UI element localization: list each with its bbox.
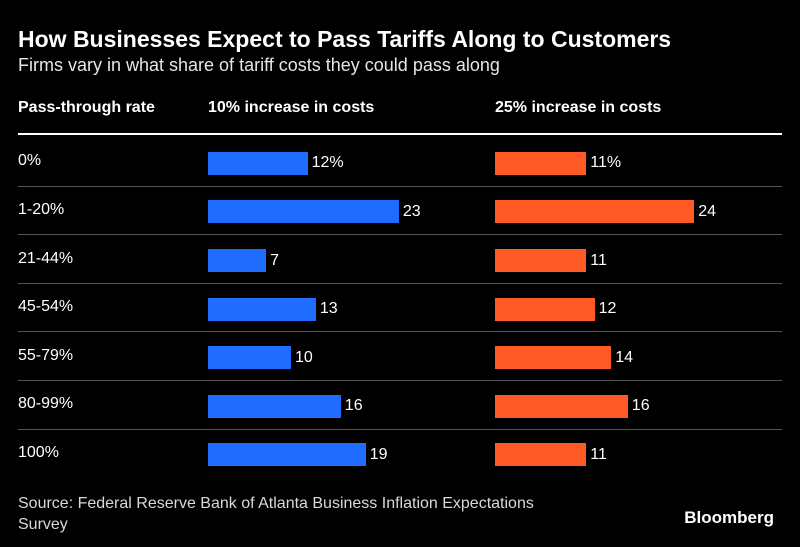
bar-value-label: 10 [295,349,313,366]
row-label: 21-44% [18,250,74,267]
chart-subtitle: Firms vary in what share of tariff costs… [18,55,500,75]
bar-value-label: 11 [590,446,607,463]
row-divider [18,380,782,381]
row-label: 0% [18,152,42,169]
header-rule [18,133,782,135]
series-header-25pct: 25% increase in costs [495,99,662,116]
bar [495,298,595,321]
bar [495,249,587,272]
bar-value-label: 11 [590,252,607,269]
row-divider [18,331,782,332]
bar-value-label: 12% [311,154,344,171]
bar-value-label: 16 [344,397,363,414]
bar-value-label: 19 [369,446,388,463]
bar-value-label: 11% [590,154,622,171]
row-label: 80-99% [18,395,74,412]
row-divider [18,234,782,235]
bar [208,298,316,321]
bar [208,200,399,223]
row-label: 100% [18,444,59,461]
bloomberg-logo: Bloomberg [684,508,774,527]
chart-title: How Businesses Expect to Pass Tariffs Al… [18,26,672,52]
row-divider [18,186,782,187]
row-label: 55-79% [18,347,74,364]
bar [495,443,587,466]
bar-value-label: 24 [698,203,716,220]
bar [495,346,612,369]
row-label: 45-54% [18,298,74,315]
bar-value-label: 13 [319,300,338,317]
bar-value-label: 12 [598,300,617,317]
bar-value-label: 14 [615,349,633,366]
bar [208,395,341,418]
bar-value-label: 23 [402,203,421,220]
bar [208,152,308,175]
bar [495,200,695,223]
row-divider [18,429,782,430]
category-header: Pass-through rate [18,99,155,116]
bar [495,395,628,418]
bar [208,346,291,369]
bar [495,152,587,175]
source-note: Source: Federal Reserve Bank of Atlanta … [18,495,534,533]
bar-value-label: 7 [270,252,279,269]
bar [208,249,267,272]
bar [208,443,366,466]
row-divider [18,283,782,284]
bar-value-label: 16 [631,397,650,414]
row-label: 1-20% [18,201,65,218]
series-header-10pct: 10% increase in costs [208,99,375,116]
